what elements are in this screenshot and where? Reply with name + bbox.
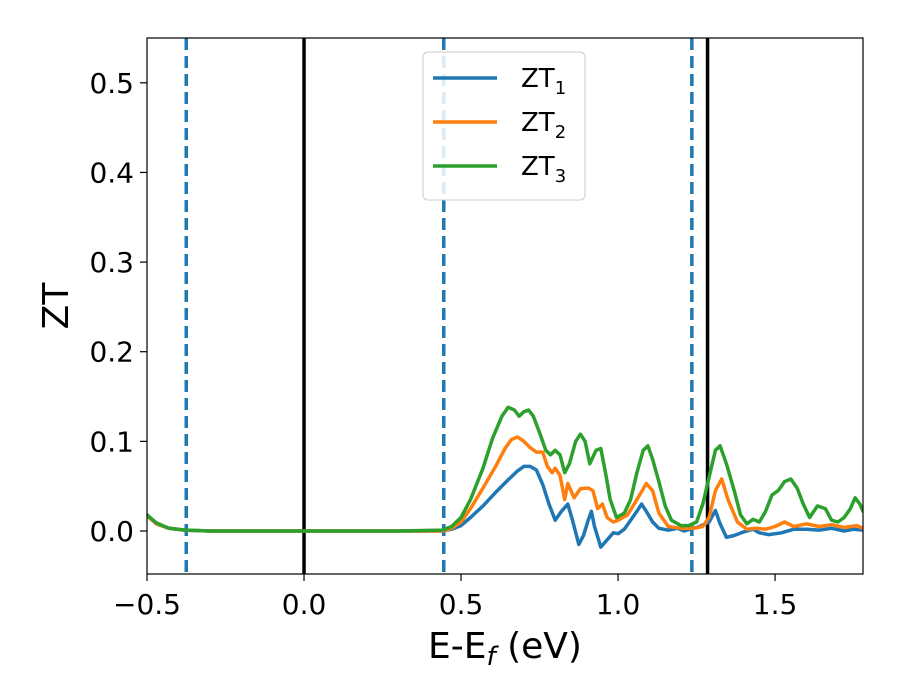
x-axis-label-rest: (eV) [496,626,582,667]
x-axis-label: E-Ef (eV) [428,626,582,672]
y-axis-label: ZT [36,282,77,330]
x-tick-label: 0.5 [439,588,484,621]
series-lines [147,405,863,549]
plot-frame [146,37,864,575]
series-line-zt3 [147,405,863,533]
x-tick-label: 1.0 [596,588,641,621]
y-tick-label: 0.2 [89,336,134,369]
legend-label-zt3: ZT3 [521,152,566,187]
legend: ZT1 ZT2 ZT3 [422,51,586,201]
y-tick-label: 0.4 [89,156,134,189]
x-axis-label-main: E-E [428,626,486,667]
series-line-zt2 [147,435,863,533]
y-tick-label: 0.0 [89,515,134,548]
y-axis-ticks: 0.0 0.1 0.2 0.3 0.4 0.5 [89,67,147,548]
x-tick-label: 1.5 [753,588,798,621]
x-axis-ticks: −0.5 0.0 0.5 1.0 1.5 [113,574,797,621]
legend-frame [422,51,586,201]
legend-label-zt2: ZT2 [521,108,566,143]
legend-label-zt1: ZT1 [521,64,566,99]
y-tick-label: 0.3 [89,246,134,279]
x-tick-label: 0.0 [282,588,327,621]
x-tick-label: −0.5 [113,588,181,621]
y-tick-label: 0.5 [89,67,134,100]
y-tick-label: 0.1 [89,425,134,458]
